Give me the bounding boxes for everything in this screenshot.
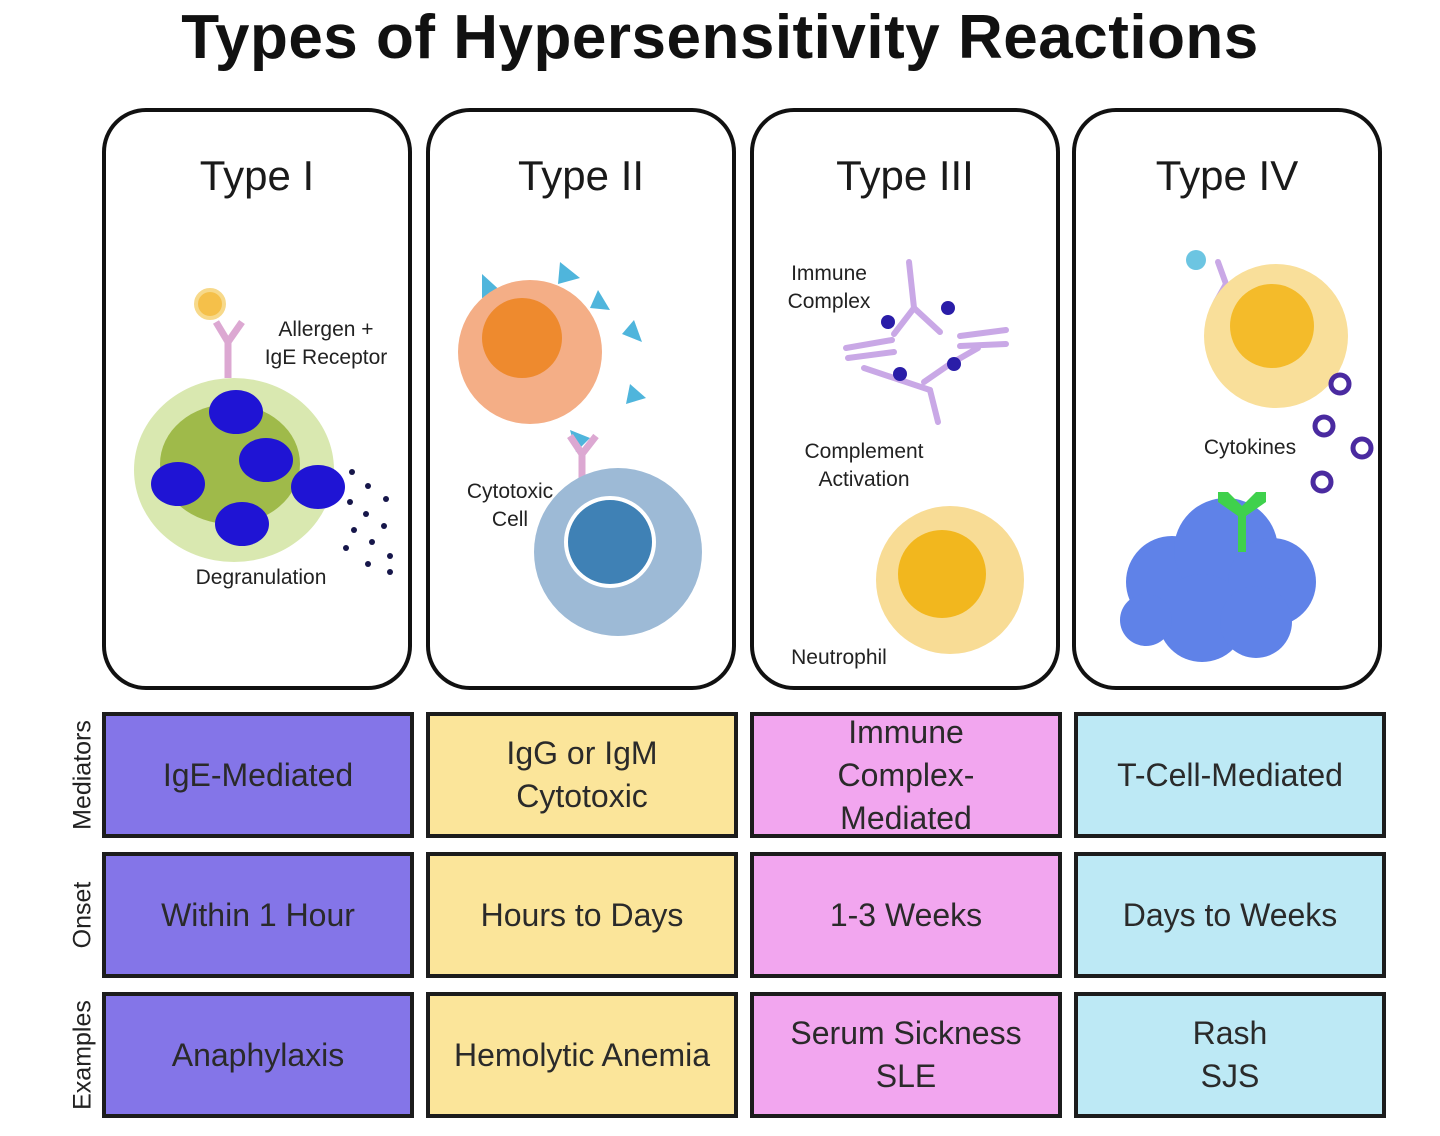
cell-mediators-type-i: IgE-Mediated	[102, 712, 414, 838]
label-cytotoxic-cell: Cytotoxic Cell	[466, 480, 554, 531]
cell-mediators-type-iii: Immune Complex- Mediated	[750, 712, 1062, 838]
panel-type-iii: Type III Immune Complex Complement Activ…	[750, 108, 1060, 690]
label-immune-complex: Immune Complex	[787, 262, 871, 313]
page-title: Types of Hypersensitivity Reactions	[181, 3, 1259, 72]
immune-complex-antibodies	[843, 259, 1009, 425]
cell-onset-type-iv: Days to Weeks	[1074, 852, 1386, 978]
label-neutrophil: Neutrophil	[791, 646, 887, 669]
row-label-onset: Onset	[68, 881, 97, 949]
allergen-icon	[194, 288, 226, 320]
cell-onset-type-i: Within 1 Hour	[102, 852, 414, 978]
label-complement-activation: Complement Activation	[804, 440, 924, 491]
panel-title-type-iii: Type III	[836, 152, 974, 199]
cytotoxic-illustration	[458, 262, 702, 636]
cell-mediators-type-ii: IgG or IgM Cytotoxic	[426, 712, 738, 838]
cell-onset-type-iii: 1-3 Weeks	[750, 852, 1062, 978]
cell-examples-type-ii: Hemolytic Anemia	[426, 992, 738, 1118]
panel-title-type-ii: Type II	[517, 152, 645, 199]
antigen-dots	[881, 301, 961, 381]
cell-mediators-type-iv: T-Cell-Mediated	[1074, 712, 1386, 838]
cytotoxic-cell-nucleus	[564, 496, 656, 588]
cell-examples-type-iv: Rash SJS	[1074, 992, 1386, 1118]
panel-type-i: Type I Allergen + IgE Receptor Degranula…	[102, 108, 412, 690]
t-cell-nucleus	[1230, 284, 1314, 368]
panel-type-ii: Type II Cytotoxic Cell	[426, 108, 736, 690]
antigen-icon	[1186, 250, 1206, 270]
panel-title-type-iv: Type IV	[1155, 152, 1299, 199]
label-cytokines: Cytokines	[1203, 436, 1297, 459]
panel-type-iv: Type IV Cytokines	[1072, 108, 1382, 690]
cell-examples-type-i: Anaphylaxis	[102, 992, 414, 1118]
cytokine-rings	[1310, 372, 1374, 494]
panel-title-type-i: Type I	[199, 152, 315, 199]
cell-onset-type-ii: Hours to Days	[426, 852, 738, 978]
degranulation-dots	[343, 469, 393, 575]
target-cell-nucleus	[482, 298, 562, 378]
cell-examples-type-iii: Serum Sickness SLE	[750, 992, 1062, 1118]
tcr-receptor	[1218, 492, 1266, 552]
mast-cell-illustration	[134, 288, 393, 575]
label-allergen-ige-receptor: Allergen + IgE Receptor	[264, 318, 388, 369]
neutrophil-nucleus	[898, 530, 986, 618]
label-degranulation: Degranulation	[195, 566, 327, 589]
row-label-mediators: Mediators	[68, 720, 97, 830]
target-tissue	[1120, 498, 1316, 662]
immune-complex-illustration	[843, 259, 1024, 654]
t-cell-illustration	[1120, 250, 1374, 662]
row-label-examples: Examples	[68, 1000, 97, 1110]
